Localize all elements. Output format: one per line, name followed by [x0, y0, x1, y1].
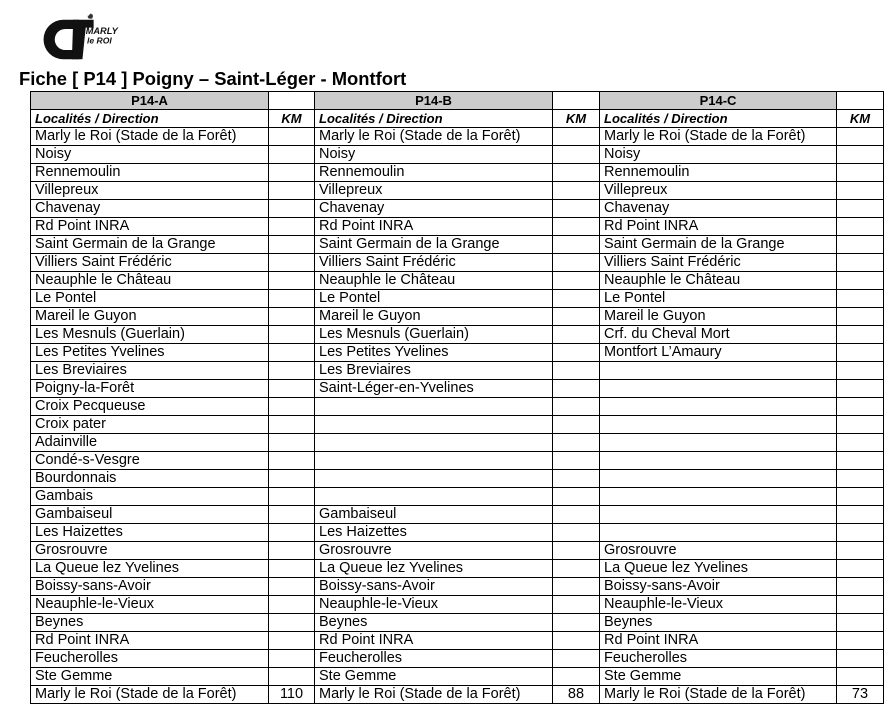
svg-text:le ROI: le ROI	[87, 35, 112, 45]
